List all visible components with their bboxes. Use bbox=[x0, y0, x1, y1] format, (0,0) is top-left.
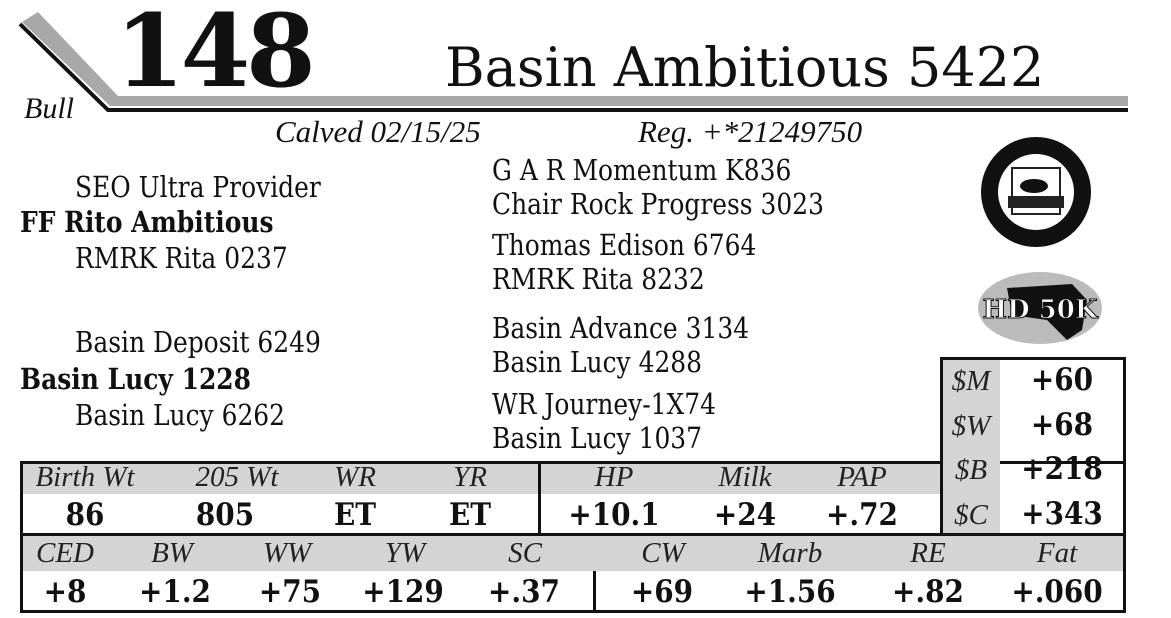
dam: Basin Lucy 1228 bbox=[20, 362, 252, 396]
gen3-8: Basin Lucy 1037 bbox=[492, 421, 703, 455]
hd50k-logo: HD 50K bbox=[978, 272, 1102, 344]
hdr-yw: YW bbox=[384, 537, 426, 569]
sex-label: Bull bbox=[24, 92, 74, 125]
dollar-c-value: +343 bbox=[1021, 496, 1103, 532]
gen3-7: WR Journey-1X74 bbox=[492, 387, 717, 421]
val-marb: +1.56 bbox=[744, 574, 836, 610]
hdr-pap: PAP bbox=[837, 461, 887, 493]
val-ww: +75 bbox=[258, 574, 322, 610]
dam-dam: Basin Lucy 6262 bbox=[75, 398, 286, 432]
hdr-sc: SC bbox=[508, 537, 542, 569]
hdr-marb: Marb bbox=[757, 537, 823, 569]
gen3-4: RMRK Rita 8232 bbox=[492, 262, 705, 296]
hdr-yr: YR bbox=[453, 461, 487, 493]
sire: FF Rito Ambitious bbox=[20, 205, 274, 239]
val-hp: +10.1 bbox=[568, 497, 660, 533]
hdr-birth-wt: Birth Wt bbox=[35, 461, 135, 493]
dam-sire: Basin Deposit 6249 bbox=[75, 325, 321, 359]
gen3-3: Thomas Edison 6764 bbox=[492, 228, 757, 262]
val-yr: ET bbox=[448, 497, 492, 533]
hdr-milk: Milk bbox=[718, 461, 772, 493]
sire-dam: RMRK Rita 0237 bbox=[75, 241, 288, 275]
cab-logo bbox=[981, 137, 1091, 247]
val-yw: +129 bbox=[362, 574, 444, 610]
hdr-ced: CED bbox=[36, 537, 94, 569]
val-ced: +8 bbox=[43, 574, 87, 610]
gen3-6: Basin Lucy 4288 bbox=[492, 345, 703, 379]
dollar-w-label: $W bbox=[951, 410, 991, 442]
val-fat: +.060 bbox=[1011, 574, 1103, 610]
val-birth-wt: 86 bbox=[65, 497, 105, 533]
hdr-205-wt: 205 Wt bbox=[195, 461, 279, 493]
animal-name: Basin Ambitious 5422 bbox=[445, 36, 1045, 99]
dollar-w-value: +68 bbox=[1030, 407, 1094, 443]
calved-date: Calved 02/15/25 bbox=[275, 114, 481, 149]
lot-number: 148 bbox=[115, 0, 316, 110]
dollar-b-value: +218 bbox=[1021, 451, 1103, 487]
dollar-m-label: $M bbox=[951, 365, 991, 397]
hdr-cw: CW bbox=[641, 537, 685, 569]
hdr-wr: WR bbox=[334, 461, 376, 493]
val-milk: +24 bbox=[713, 497, 777, 533]
dollar-c-label: $C bbox=[954, 499, 988, 531]
gen3-1: G A R Momentum K836 bbox=[492, 153, 792, 187]
hdr-re: RE bbox=[910, 537, 946, 569]
gen3-5: Basin Advance 3134 bbox=[492, 311, 750, 345]
val-wr: ET bbox=[333, 497, 377, 533]
hdr-bw: BW bbox=[151, 537, 193, 569]
hdr-fat: Fat bbox=[1036, 537, 1078, 569]
dollar-label-column bbox=[943, 360, 1000, 533]
performance-header-row bbox=[20, 463, 940, 494]
sire-sire: SEO Ultra Provider bbox=[75, 170, 321, 204]
val-cw: +69 bbox=[630, 574, 694, 610]
hd50k-text: HD 50K bbox=[983, 295, 1099, 325]
dollar-m-value: +60 bbox=[1030, 362, 1094, 398]
val-re: +.82 bbox=[892, 574, 964, 610]
val-bw: +1.2 bbox=[139, 574, 211, 610]
val-sc: +.37 bbox=[488, 574, 560, 610]
gen3-2: Chair Rock Progress 3023 bbox=[492, 187, 825, 221]
hdr-ww: WW bbox=[262, 537, 312, 569]
epd-header-row bbox=[23, 536, 1123, 571]
val-pap: +.72 bbox=[826, 497, 898, 533]
hdr-hp: HP bbox=[594, 461, 634, 493]
header-swoosh bbox=[18, 12, 1128, 112]
registration-number: Reg. +*21249750 bbox=[638, 114, 863, 149]
val-205-wt: 805 bbox=[195, 497, 255, 533]
dollar-b-label: $B bbox=[954, 454, 988, 486]
